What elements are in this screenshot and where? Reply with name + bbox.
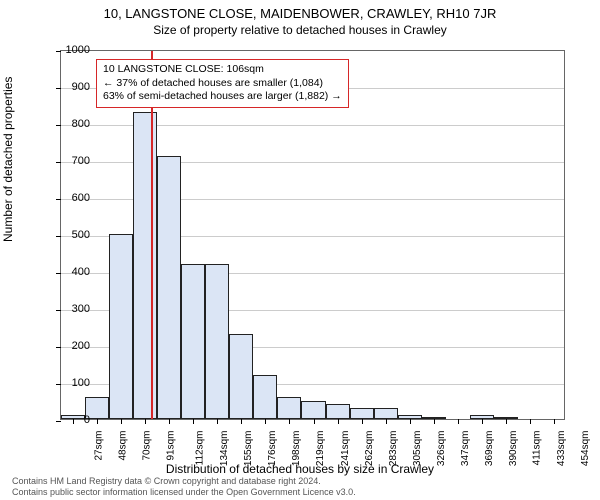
x-tick: [121, 419, 122, 424]
x-tick: [169, 419, 170, 424]
histogram-bar: [181, 264, 205, 419]
x-tick: [458, 419, 459, 424]
x-tick: [193, 419, 194, 424]
x-tick-label: 198sqm: [291, 431, 302, 467]
chart-area: 10 LANGSTONE CLOSE: 106sqm← 37% of detac…: [60, 50, 565, 420]
histogram-bar: [133, 112, 157, 419]
x-tick-label: 433sqm: [556, 431, 567, 467]
histogram-bar: [205, 264, 229, 419]
x-tick: [97, 419, 98, 424]
x-tick-label: 390sqm: [508, 431, 519, 467]
x-tick: [362, 419, 363, 424]
x-tick: [338, 419, 339, 424]
annotation-line: 63% of semi-detached houses are larger (…: [103, 90, 342, 104]
footer-attribution: Contains HM Land Registry data © Crown c…: [12, 476, 356, 498]
histogram-bar: [326, 404, 350, 419]
x-tick: [386, 419, 387, 424]
x-tick-label: 91sqm: [166, 431, 177, 461]
x-tick-label: 112sqm: [195, 431, 206, 466]
x-tick-label: 27sqm: [94, 431, 105, 461]
x-tick: [530, 419, 531, 424]
x-tick-label: 176sqm: [267, 431, 278, 467]
histogram-bar: [229, 334, 253, 419]
x-tick-label: 283sqm: [388, 431, 399, 467]
x-tick: [289, 419, 290, 424]
x-tick-label: 305sqm: [412, 431, 423, 467]
y-axis-label: Number of detached properties: [1, 77, 15, 242]
x-tick-label: 262sqm: [364, 431, 375, 467]
y-tick-label: 800: [50, 118, 90, 130]
y-tick-label: 700: [50, 155, 90, 167]
footer-line-2: Contains public sector information licen…: [12, 487, 356, 498]
x-tick: [554, 419, 555, 424]
x-tick-label: 48sqm: [118, 431, 129, 461]
x-tick-label: 134sqm: [219, 431, 230, 467]
x-tick-label: 241sqm: [340, 431, 351, 467]
histogram-bar: [157, 156, 181, 419]
annotation-box: 10 LANGSTONE CLOSE: 106sqm← 37% of detac…: [96, 59, 349, 108]
histogram-bar: [109, 234, 133, 419]
y-tick-label: 600: [50, 192, 90, 204]
histogram-bar: [301, 401, 325, 420]
histogram-bar: [374, 408, 398, 419]
x-tick: [145, 419, 146, 424]
x-tick: [434, 419, 435, 424]
y-tick-label: 500: [50, 229, 90, 241]
annotation-line: 10 LANGSTONE CLOSE: 106sqm: [103, 63, 342, 77]
x-tick-label: 326sqm: [436, 431, 447, 467]
plot-region: 10 LANGSTONE CLOSE: 106sqm← 37% of detac…: [60, 50, 565, 420]
x-tick: [482, 419, 483, 424]
x-tick-label: 411sqm: [531, 431, 542, 466]
y-tick-label: 400: [50, 266, 90, 278]
x-tick-label: 347sqm: [460, 431, 471, 467]
x-tick-label: 70sqm: [142, 431, 153, 461]
x-tick-label: 454sqm: [580, 431, 591, 467]
x-tick-label: 155sqm: [243, 431, 254, 467]
histogram-bar: [253, 375, 277, 419]
x-tick: [217, 419, 218, 424]
x-axis-label: Distribution of detached houses by size …: [0, 462, 600, 476]
x-tick: [241, 419, 242, 424]
x-tick: [314, 419, 315, 424]
annotation-line: ← 37% of detached houses are smaller (1,…: [103, 77, 342, 91]
y-tick-label: 0: [50, 414, 90, 426]
y-tick-label: 100: [50, 377, 90, 389]
y-tick-label: 200: [50, 340, 90, 352]
histogram-bar: [277, 397, 301, 419]
x-tick: [506, 419, 507, 424]
footer-line-1: Contains HM Land Registry data © Crown c…: [12, 476, 356, 487]
y-tick-label: 1000: [50, 44, 90, 56]
x-tick: [410, 419, 411, 424]
x-tick: [265, 419, 266, 424]
page-title: 10, LANGSTONE CLOSE, MAIDENBOWER, CRAWLE…: [0, 0, 600, 21]
x-tick-label: 219sqm: [316, 431, 327, 467]
chart-subtitle: Size of property relative to detached ho…: [0, 21, 600, 37]
y-tick-label: 900: [50, 81, 90, 93]
histogram-bar: [350, 408, 374, 419]
y-tick-label: 300: [50, 303, 90, 315]
x-tick-label: 369sqm: [484, 431, 495, 467]
